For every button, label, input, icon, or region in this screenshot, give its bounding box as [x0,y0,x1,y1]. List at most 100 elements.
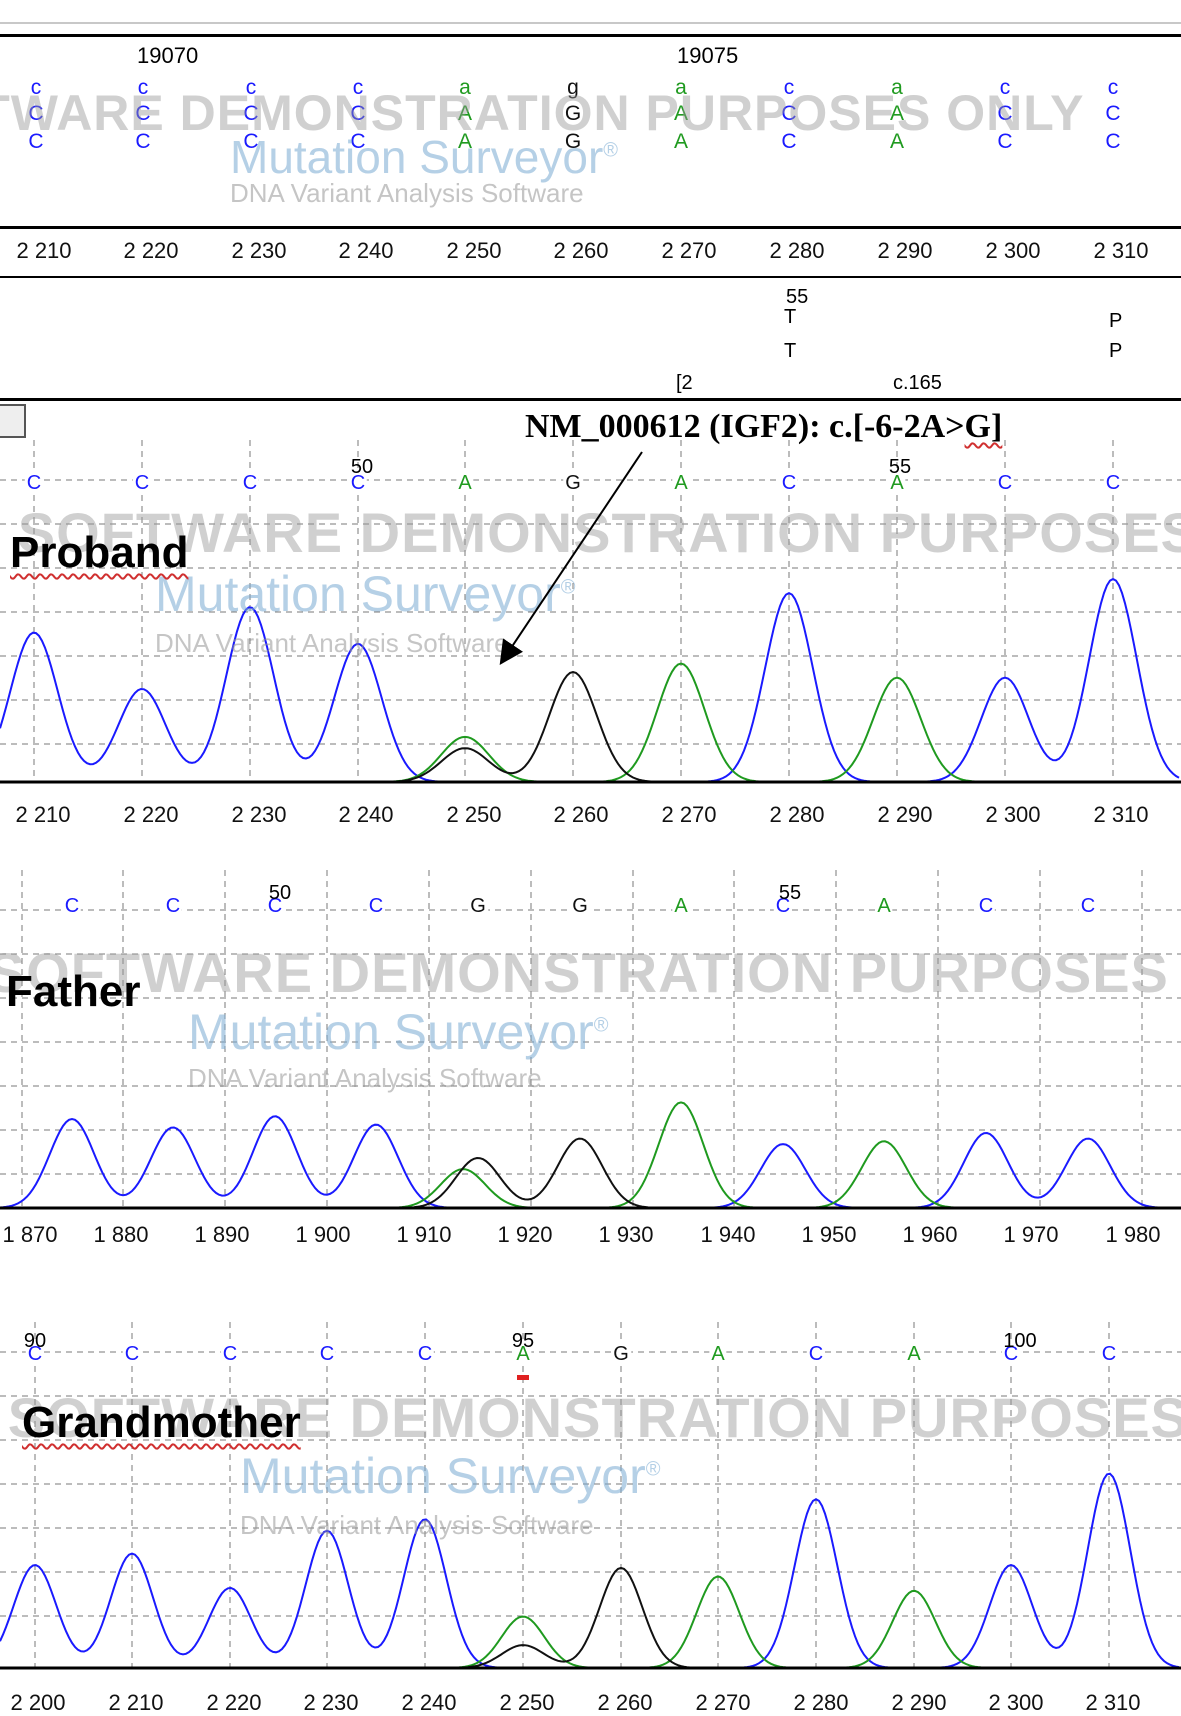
base-call: C [779,472,799,494]
base-call: A [672,472,690,494]
axis-tick-label: 2 310 [1085,1690,1141,1715]
axis-tick-label: 2 270 [661,802,717,827]
axis-tick-label: 2 230 [231,802,287,827]
proband-trace-panel: C C C C A G A C A C C 50 55 2 210 2 220 2 230 2 240 2 250… [0,440,1181,827]
father-trace-panel: C C C C G G A C A C C 50 55 1 870 1 880 1 890 1 900 1 910… [0,870,1181,1250]
axis-tick-label: 2 250 [446,238,502,263]
cdna-label: c.165 [893,372,942,394]
variant-annotation-main: NM_000612 (IGF2): c.[-6-2A> [525,408,965,445]
reference-base: C [350,102,366,125]
reference-base: C [243,102,259,125]
sequence-position-label: 90 [23,1330,47,1352]
chromatogram-svg [0,1322,1181,1670]
reference-panel-top-rule [0,34,1181,37]
base-call: A [875,895,893,917]
base-call: C [122,1343,142,1365]
axis-tick-label: 2 310 [1093,238,1149,263]
reference-base: C [135,102,151,125]
reference-base: c [245,76,257,99]
reference-base: C [1105,102,1121,125]
axis-tick-label: 2 260 [553,802,609,827]
axis-tick-label: 1 950 [801,1222,857,1247]
sequence-position-label: 100 [1003,1330,1037,1352]
reference-base: c [1107,76,1119,99]
reference-base: C [243,130,259,153]
base-call: C [265,895,285,917]
reference-base: C [997,102,1013,125]
base-call: C [163,895,183,917]
base-call: C [415,1343,435,1365]
axis-tick-label: 1 940 [700,1222,756,1247]
axis-tick-label: 2 240 [338,238,394,263]
reference-base: G [564,102,582,125]
axis-tick-label: 1 900 [295,1222,351,1247]
axis-tick-label: 2 210 [15,802,71,827]
base-call: A [709,1343,727,1365]
axis-tick-label: 2 300 [985,802,1041,827]
axis-tick-label: 2 290 [891,1690,947,1715]
protein-panel: 55 T T P P [2 c.165 [0,278,1181,398]
reference-base: a [675,76,687,99]
reference-base: C [781,102,797,125]
reference-base: a [891,76,903,99]
axis-tick-label: 2 220 [206,1690,262,1715]
sequence-position-label: 50 [350,456,374,478]
amino-acid-label: T [784,340,797,362]
axis-tick-label: 2 260 [553,238,609,263]
reference-base: C [997,130,1013,153]
sequence-position-label: 55 [778,882,802,904]
reference-base: c [783,76,795,99]
base-call: A [888,472,906,494]
axis-tick-label: 2 260 [597,1690,653,1715]
bracket-label: [2 [676,372,693,394]
axis-tick-label: 2 280 [769,238,825,263]
base-call: G [468,895,488,917]
base-call: C [976,895,996,917]
axis-tick-label: 2 200 [10,1690,66,1715]
proband-panel-top-rule [0,398,1181,401]
base-call: C [773,895,793,917]
reference-base: C [28,102,44,125]
axis-tick-label: 2 300 [985,238,1041,263]
base-call: C [25,1343,45,1365]
reference-base: c [137,76,149,99]
reference-position-label: 19070 [137,43,199,68]
reference-base: A [889,130,905,153]
reference-base: C [781,130,797,153]
window-top-border [0,22,1181,24]
axis-tick-label: 2 270 [661,238,717,263]
axis-tick-label: 2 280 [793,1690,849,1715]
base-call: C [317,1343,337,1365]
base-call: A [905,1343,923,1365]
base-call: C [62,895,82,917]
base-call: C [806,1343,826,1365]
axis-tick-label: 1 970 [1003,1222,1059,1247]
protein-panel-top-rule [0,276,1181,278]
reference-base: A [457,130,473,153]
reference-base: c [999,76,1011,99]
chromatogram-svg [0,440,1181,784]
reference-base: g [567,76,579,99]
base-call: G [563,472,583,494]
base-call: C [1099,1343,1119,1365]
base-call: A [672,895,690,917]
base-call: C [995,472,1015,494]
panel-splitter-handle[interactable] [0,404,26,438]
base-call: G [570,895,590,917]
axis-tick-label: 2 250 [446,802,502,827]
sequence-position-label: 55 [888,456,912,478]
base-call: A [456,472,474,494]
variant-annotation: NM_000612 (IGF2): c.[-6-2A>G] [525,408,1002,446]
amino-acid-label: T [784,306,797,328]
base-call: C [366,895,386,917]
axis-tick-label: 2 290 [877,802,933,827]
axis-tick-label: 1 980 [1105,1222,1161,1247]
reference-base: C [350,130,366,153]
grandmother-label: Grandmother [22,1398,301,1447]
base-call: C [348,472,368,494]
axis-tick-label: 2 240 [401,1690,457,1715]
variant-annotation-tail: G] [964,408,1003,445]
axis-tick-label: 2 280 [769,802,825,827]
